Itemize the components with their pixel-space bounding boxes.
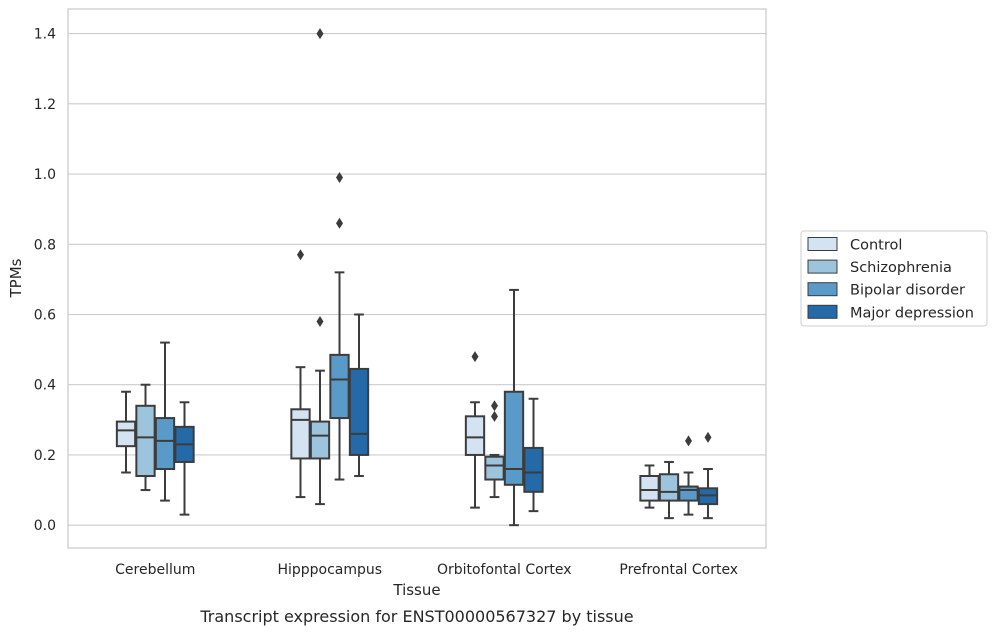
- box-iqr: [309, 420, 331, 460]
- legend-swatch: [807, 259, 838, 274]
- outlier-point: [471, 351, 479, 363]
- box-group: [135, 383, 156, 492]
- outlier-point: [297, 249, 304, 261]
- y-tick-label: 0.6: [34, 307, 56, 323]
- box-group: [290, 249, 311, 499]
- box-iqr: [348, 367, 370, 456]
- legend-label: Control: [850, 238, 902, 254]
- y-tick-label: 1.0: [34, 167, 56, 183]
- x-tick-label: Hipppocampus: [277, 562, 382, 578]
- box-iqr: [523, 446, 544, 493]
- x-tick-label: Cerebellum: [115, 562, 195, 578]
- x-tick-label: Orbitofontal Cortex: [437, 562, 572, 578]
- outlier-point: [316, 316, 324, 328]
- box-group: [697, 431, 719, 520]
- legend-frame: [800, 230, 988, 327]
- box-group: [639, 464, 660, 509]
- outlier-point: [336, 172, 343, 184]
- legend: Control Schizophrenia Bipolar disorder Majo…: [800, 230, 988, 327]
- box-iqr: [329, 353, 350, 420]
- legend-swatch: [807, 282, 838, 297]
- legend-label: Major depression: [850, 305, 974, 321]
- box-group: [464, 351, 486, 509]
- x-tick-labels: Cerebellum Hipppocampus Orbitofontal Corte…: [115, 562, 738, 578]
- outlier-point: [316, 28, 324, 40]
- y-axis-label: TPMs: [7, 258, 25, 298]
- box-iqr: [658, 473, 680, 502]
- box-group: [348, 313, 370, 478]
- box-group: [523, 397, 544, 513]
- box-group: [329, 172, 350, 481]
- box-group: [484, 400, 505, 499]
- legend-label: Schizophrenia: [850, 260, 952, 276]
- legend-swatch: [807, 237, 838, 251]
- box-iqr: [154, 417, 176, 470]
- box-layer: [115, 28, 719, 527]
- box-group: [658, 460, 680, 520]
- y-tick-labels: 0.0 0.2 0.4 0.6 0.8 1.0 1.2 1.4: [34, 27, 56, 535]
- box-iqr: [639, 475, 660, 502]
- box-group: [678, 435, 699, 516]
- y-tick-label: 0.0: [34, 518, 56, 534]
- y-tick-label: 0.8: [34, 237, 56, 253]
- chart-caption: Transcript expression for ENST0000056732…: [199, 607, 633, 626]
- box-group: [503, 288, 525, 527]
- box-group: [115, 390, 137, 474]
- y-tick-label: 1.4: [34, 27, 56, 43]
- box-iqr: [290, 408, 311, 460]
- box-group: [174, 401, 195, 516]
- box-iqr: [135, 404, 156, 478]
- outlier-point: [685, 435, 692, 447]
- y-tick-label: 1.2: [34, 97, 56, 113]
- box-group: [309, 28, 331, 506]
- y-tick-label: 0.2: [34, 448, 56, 464]
- box-iqr: [115, 420, 137, 448]
- y-tick-label: 0.4: [34, 378, 56, 394]
- x-axis-label: Tissue: [392, 581, 440, 599]
- plot-frame: [67, 8, 767, 549]
- outlier-point: [491, 400, 498, 412]
- outlier-point: [336, 217, 343, 229]
- box-group: [154, 341, 176, 502]
- box-iqr: [464, 415, 486, 456]
- outlier-point: [704, 431, 712, 443]
- legend-label: Bipolar disorder: [850, 283, 965, 299]
- outlier-point: [491, 410, 498, 422]
- legend-swatch: [807, 304, 838, 319]
- box-iqr: [503, 390, 525, 486]
- box-iqr: [484, 455, 505, 481]
- x-tick-label: Prefrontal Cortex: [619, 562, 738, 578]
- box-iqr: [678, 485, 699, 502]
